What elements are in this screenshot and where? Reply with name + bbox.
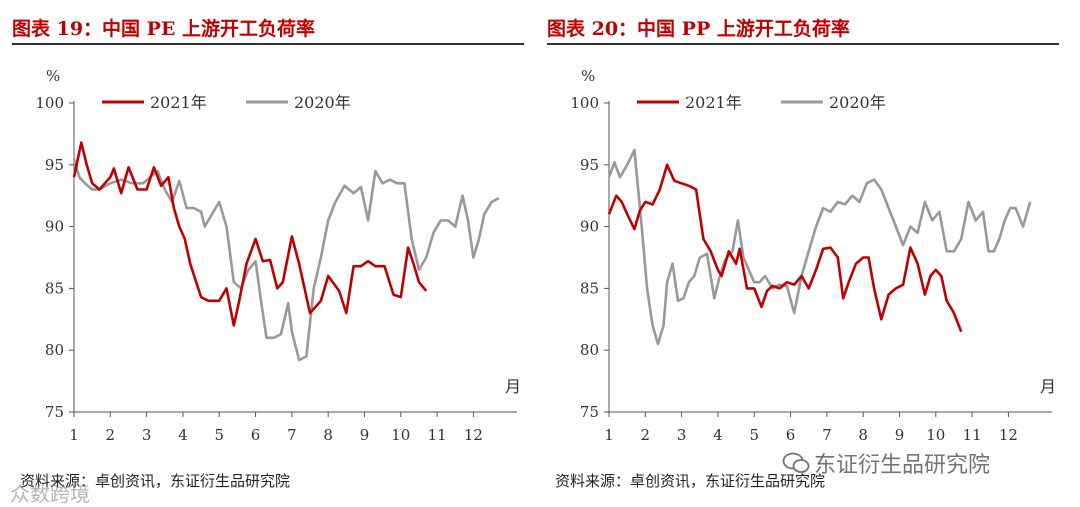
- series-line-2021年: [72, 141, 428, 327]
- y-unit-label: %: [46, 67, 60, 85]
- x-tick-label: 8: [323, 426, 333, 444]
- watermark-right-text: 东证衍生品研究院: [814, 453, 991, 478]
- source-note: 资料来源：卓创资讯，东证衍生品研究院: [555, 472, 826, 490]
- y-tick-label: 90: [580, 218, 599, 236]
- x-axis-label: 月: [505, 377, 521, 396]
- x-tick-label: 3: [677, 426, 687, 444]
- x-tick-label: 6: [251, 426, 261, 444]
- x-tick-label: 2: [106, 426, 116, 444]
- chart-title: 图表 20：中国 PP 上游开工负荷率: [547, 18, 850, 40]
- x-tick-label: 4: [178, 426, 188, 444]
- legend-label: 2020年: [829, 93, 886, 112]
- x-tick-label: 6: [786, 426, 796, 444]
- y-tick-label: 80: [45, 341, 64, 359]
- y-tick-label: 90: [45, 218, 64, 236]
- x-tick-label: 5: [749, 426, 759, 444]
- y-tick-label: 85: [45, 279, 64, 297]
- y-tick-label: 95: [580, 156, 599, 174]
- x-tick-label: 9: [360, 426, 370, 444]
- x-tick-label: 12: [464, 426, 483, 444]
- y-tick-label: 75: [45, 403, 64, 421]
- legend-label: 2020年: [294, 93, 351, 112]
- x-tick-label: 11: [963, 426, 982, 444]
- y-tick-label: 100: [35, 94, 64, 112]
- source-note: 资料来源：卓创资讯，东证衍生品研究院: [20, 472, 291, 490]
- x-tick-label: 11: [428, 426, 447, 444]
- watermark-left: 众数跨境: [10, 482, 90, 506]
- y-tick-label: 100: [570, 94, 599, 112]
- x-tick-label: 9: [895, 426, 905, 444]
- y-tick-label: 80: [580, 341, 599, 359]
- x-tick-label: 4: [713, 426, 723, 444]
- wechat-icon: [782, 452, 810, 473]
- watermark-right: 东证衍生品研究院: [782, 447, 990, 479]
- y-tick-label: 85: [580, 279, 599, 297]
- y-unit-label: %: [581, 67, 595, 85]
- x-tick-label: 12: [999, 426, 1018, 444]
- title-divider: [12, 43, 524, 45]
- x-tick-label: 7: [822, 426, 832, 444]
- y-tick-label: 95: [45, 156, 64, 174]
- series-line-2021年: [607, 163, 963, 333]
- series-line-2020年: [607, 148, 1032, 346]
- x-tick-label: 8: [858, 426, 868, 444]
- x-axis-label: 月: [1040, 377, 1056, 396]
- x-tick-label: 2: [641, 426, 651, 444]
- x-tick-label: 10: [926, 426, 945, 444]
- x-tick-label: 7: [287, 426, 297, 444]
- x-tick-label: 3: [142, 426, 152, 444]
- x-tick-label: 5: [214, 426, 224, 444]
- x-tick-label: 1: [69, 426, 79, 444]
- x-tick-label: 1: [604, 426, 614, 444]
- chart-panel-pe: 图表 19：中国 PE 上游开工负荷率 % 75 80 85 90 95 100 1 2 3 4 5 6…: [12, 0, 528, 507]
- chart-title: 图表 19：中国 PE 上游开工负荷率: [12, 18, 316, 40]
- legend-label: 2021年: [150, 93, 207, 112]
- y-tick-label: 75: [580, 403, 599, 421]
- x-tick-label: 10: [391, 426, 410, 444]
- legend-label: 2021年: [685, 93, 742, 112]
- title-divider: [547, 43, 1059, 45]
- chart-panel-pp: 图表 20：中国 PP 上游开工负荷率 % 75 80 85 90 95 100 1 2 3 4 5 6…: [547, 0, 1063, 507]
